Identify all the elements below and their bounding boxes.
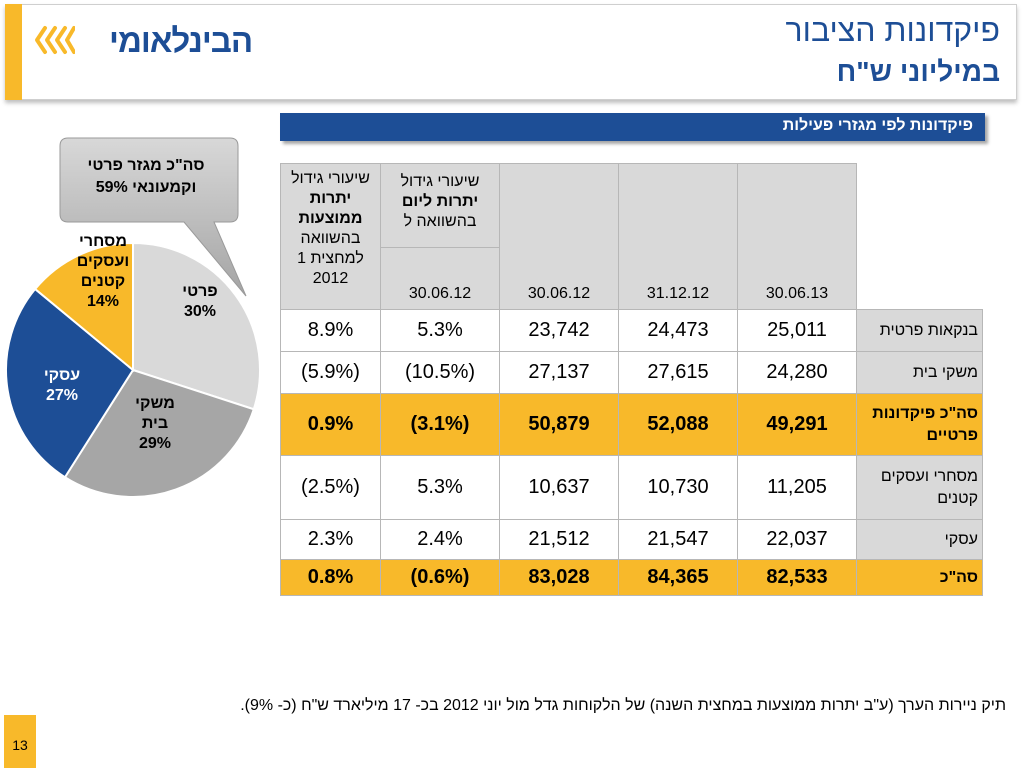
section-title: פיקדונות לפי מגזרי פעילות [782, 117, 973, 134]
table-row: משקי בית 24,280 27,615 27,137 (10.5%) (5… [280, 351, 983, 394]
header-growth-day-line3: בהשוואה ל [403, 213, 477, 230]
row-label: סה"כ פיקדונות פרטיים [856, 393, 983, 456]
pie-slice-percent: 14% [87, 293, 119, 310]
page-number: 13 [12, 737, 28, 753]
pie-slice-label: ועסקים [77, 253, 129, 270]
table-row-total: סה"כ 82,533 84,365 83,028 (0.6%) 0.8% [280, 559, 983, 596]
page-title: פיקדונות הציבור [785, 12, 1000, 48]
callout-line-1: סה"כ מגזר פרטי [87, 157, 205, 174]
table-row-subtotal: סה"כ פיקדונות פרטיים 49,291 52,088 50,87… [280, 393, 983, 456]
cell-growth: (3.1%) [380, 393, 500, 456]
pie-slice-label: עסקי [44, 367, 80, 384]
row-label: סה"כ [856, 559, 983, 596]
cell-growth: 2.4% [380, 519, 500, 560]
pie-slice-label: בית [142, 415, 168, 432]
header-date-2: 31.12.12 [618, 163, 738, 310]
cell-growth: 0.9% [280, 393, 381, 456]
table-row: בנקאות פרטית 25,011 24,473 23,742 5.3% 8… [280, 309, 983, 352]
cell-value: 24,473 [618, 309, 738, 352]
deposits-table: 30.06.13 31.12.12 30.06.12 שיעורי גידול … [280, 163, 983, 596]
cell-value: 23,742 [499, 309, 619, 352]
row-label: עסקי [856, 519, 983, 560]
pie-slice [132, 241, 261, 411]
header-growth-avg-line2: יתרות [309, 190, 352, 207]
callout-text: סה"כ מגזר פרטי וקמעונאי 59% [60, 155, 232, 199]
cell-growth: (2.5%) [280, 455, 381, 520]
deposits-pie-chart: פרטי 30% משקי בית 29% עסקי 27% מסחרי ועסקים קטנים… [5, 137, 261, 498]
header-growth-avg-line5: למחצית 1 [297, 250, 364, 267]
section-title-bar: פיקדונות לפי מגזרי פעילות [280, 113, 985, 141]
cell-value: 10,730 [618, 455, 738, 520]
page-subtitle: במיליוני ש"ח [836, 56, 1000, 87]
pie-slice [63, 368, 256, 498]
callout-line-2: וקמעונאי 59% [95, 179, 197, 196]
cell-value: 21,512 [499, 519, 619, 560]
pie-slice [33, 241, 134, 373]
cell-growth: 8.9% [280, 309, 381, 352]
cell-value: 25,011 [737, 309, 857, 352]
header-panel [5, 4, 1017, 100]
pie-slice-percent: 30% [184, 303, 216, 320]
pie-slice-percent: 29% [139, 435, 171, 452]
cell-value: 84,365 [618, 559, 738, 596]
pie-slice [5, 287, 135, 479]
header-growth-day-date: 30.06.12 [380, 247, 500, 310]
header-growth-avg: שיעורי גידול יתרות ממוצעות בהשוואה למחצי… [280, 163, 381, 310]
row-label: מסחרי ועסקים קטנים [856, 455, 983, 520]
footnote: תיק ניירות הערך (ע"ב יתרות ממוצעות במחצי… [240, 697, 1006, 714]
logo-chevrons-icon [35, 26, 75, 54]
corner-blank [856, 163, 983, 310]
cell-value: 22,037 [737, 519, 857, 560]
cell-value: 24,280 [737, 351, 857, 394]
cell-value: 49,291 [737, 393, 857, 456]
callout-bubble [59, 137, 247, 297]
header-date-1: 30.06.13 [737, 163, 857, 310]
pie-slice-label: פרטי [182, 283, 217, 300]
header-growth-day: שיעורי גידול יתרות ליום בהשוואה ל [380, 163, 500, 248]
cell-value: 52,088 [618, 393, 738, 456]
table-row: עסקי 22,037 21,547 21,512 2.4% 2.3% [280, 519, 983, 560]
cell-value: 10,637 [499, 455, 619, 520]
header-growth-day-line1: שיעורי גידול [400, 173, 480, 190]
pie-slice-label: קטנים [81, 273, 125, 290]
cell-value: 11,205 [737, 455, 857, 520]
pie-slice-label: משקי [135, 395, 175, 412]
cell-growth: 2.3% [280, 519, 381, 560]
cell-value: 82,533 [737, 559, 857, 596]
table-row: מסחרי ועסקים קטנים 11,205 10,730 10,637 … [280, 455, 983, 520]
header-growth-avg-line1: שיעורי גידול [291, 170, 370, 187]
header-growth-avg-line4: בהשוואה [300, 230, 361, 247]
header-growth-day-line2: יתרות ליום [401, 193, 479, 210]
cell-value: 83,028 [499, 559, 619, 596]
page-number-box: 13 [4, 715, 36, 768]
header-accent-bar [5, 4, 22, 100]
header-date-3: 30.06.12 [499, 163, 619, 310]
cell-value: 50,879 [499, 393, 619, 456]
row-label: בנקאות פרטית [856, 309, 983, 352]
row-label: משקי בית [856, 351, 983, 394]
cell-growth: 5.3% [380, 309, 500, 352]
cell-growth: 0.8% [280, 559, 381, 596]
logo-text: הבינלאומי [109, 22, 253, 59]
cell-value: 21,547 [618, 519, 738, 560]
pie-slice-percent: 27% [46, 387, 78, 404]
cell-growth: (5.9%) [280, 351, 381, 394]
header-growth-avg-line6: 2012 [312, 270, 349, 287]
cell-value: 27,615 [618, 351, 738, 394]
cell-growth: (0.6%) [380, 559, 500, 596]
header-growth-avg-line3: ממוצעות [298, 210, 363, 227]
bank-logo: הבינלאומי [33, 18, 283, 62]
cell-growth: (10.5%) [380, 351, 500, 394]
pie-slice-label: מסחרי [79, 233, 127, 250]
cell-growth: 5.3% [380, 455, 500, 520]
cell-value: 27,137 [499, 351, 619, 394]
